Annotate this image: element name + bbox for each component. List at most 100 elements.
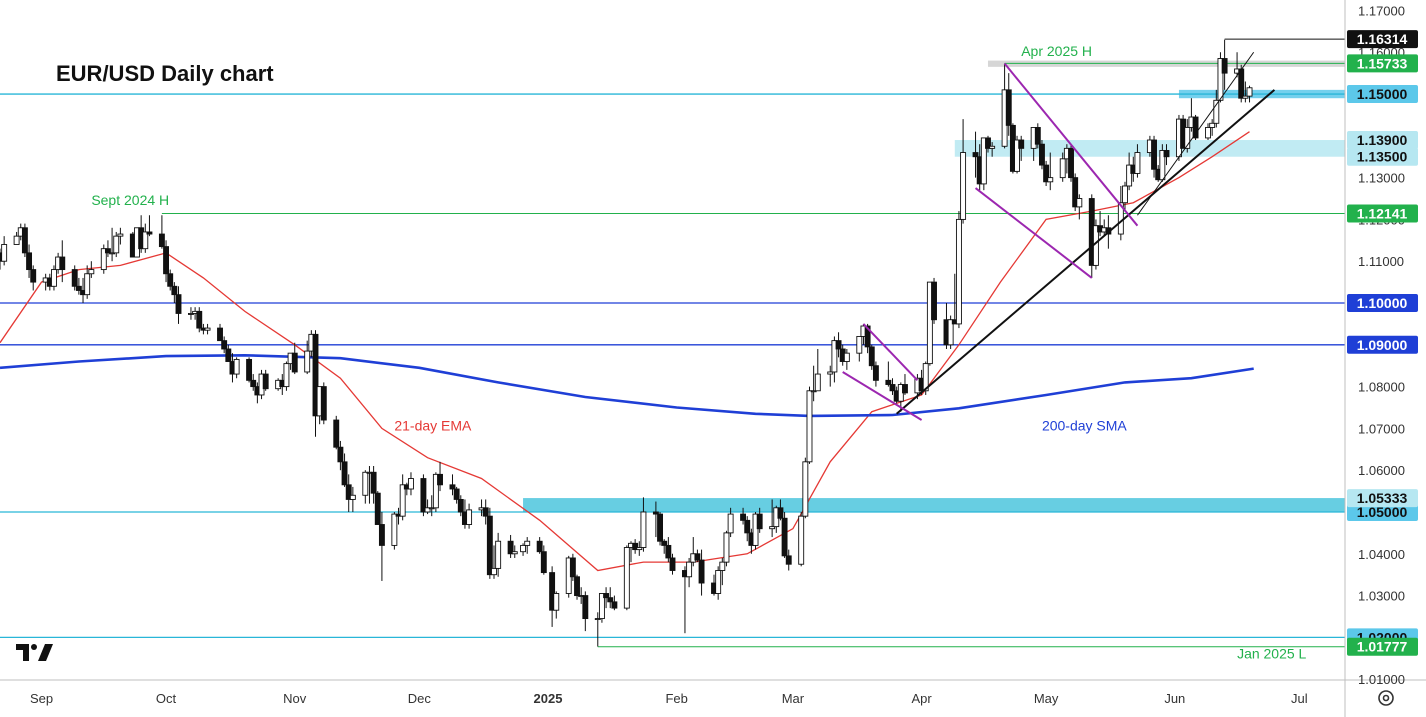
candle[interactable] xyxy=(598,593,605,623)
candle[interactable] xyxy=(669,553,676,575)
candle[interactable] xyxy=(283,361,290,391)
candle[interactable] xyxy=(88,261,95,278)
candle[interactable] xyxy=(142,223,149,253)
candle[interactable] xyxy=(868,344,875,370)
candle[interactable] xyxy=(466,503,473,529)
candle[interactable] xyxy=(885,361,892,387)
candle[interactable] xyxy=(507,534,514,558)
candle[interactable] xyxy=(437,461,443,492)
candle[interactable] xyxy=(1014,135,1021,174)
candle[interactable] xyxy=(312,330,319,437)
candle[interactable] xyxy=(1068,144,1074,182)
candle[interactable] xyxy=(250,374,257,391)
candle[interactable] xyxy=(75,277,82,295)
candle[interactable] xyxy=(482,499,489,525)
candle[interactable] xyxy=(831,336,838,383)
candle[interactable] xyxy=(1043,160,1050,186)
candle[interactable] xyxy=(378,511,385,581)
candle[interactable] xyxy=(785,549,792,571)
candle[interactable] xyxy=(51,265,57,291)
candle[interactable] xyxy=(902,374,908,395)
candle[interactable] xyxy=(814,348,821,392)
candle[interactable] xyxy=(740,507,747,525)
candle[interactable] xyxy=(84,265,91,299)
candle[interactable] xyxy=(1072,173,1079,212)
candle[interactable] xyxy=(491,545,497,579)
candle[interactable] xyxy=(549,566,556,627)
candle[interactable] xyxy=(113,231,120,258)
candle[interactable] xyxy=(1151,135,1157,178)
candle[interactable] xyxy=(408,472,414,496)
candle[interactable] xyxy=(453,486,460,504)
candle[interactable] xyxy=(947,315,954,349)
candle[interactable] xyxy=(694,549,701,563)
settings-gear-icon[interactable] xyxy=(1378,690,1394,706)
candle[interactable] xyxy=(158,215,165,249)
candle[interactable] xyxy=(698,549,705,596)
candle[interactable] xyxy=(196,307,203,333)
candle[interactable] xyxy=(59,240,66,283)
candle[interactable] xyxy=(931,277,937,324)
candle[interactable] xyxy=(320,382,327,425)
candle[interactable] xyxy=(652,501,659,538)
candle[interactable] xyxy=(71,265,78,291)
candle[interactable] xyxy=(495,532,502,577)
candle[interactable] xyxy=(26,244,33,278)
candle[interactable] xyxy=(827,365,834,387)
candle[interactable] xyxy=(798,511,805,567)
candle[interactable] xyxy=(926,281,933,366)
candle[interactable] xyxy=(333,415,340,450)
candle[interactable] xyxy=(21,223,28,258)
candle[interactable] xyxy=(781,511,788,558)
candle[interactable] xyxy=(428,495,435,517)
candle[interactable] xyxy=(980,137,987,191)
candle[interactable] xyxy=(349,486,356,512)
candle[interactable] xyxy=(1047,152,1054,191)
candle[interactable] xyxy=(1034,123,1041,149)
candle[interactable] xyxy=(171,282,178,304)
candle[interactable] xyxy=(632,539,639,554)
candle[interactable] xyxy=(636,541,643,556)
candle[interactable] xyxy=(1,236,8,266)
candle[interactable] xyxy=(1246,85,1253,103)
candle[interactable] xyxy=(769,499,776,538)
candle[interactable] xyxy=(553,591,560,619)
candle[interactable] xyxy=(569,553,576,581)
candle[interactable] xyxy=(611,595,618,611)
candle[interactable] xyxy=(1059,152,1066,182)
candle[interactable] xyxy=(889,378,896,395)
candle[interactable] xyxy=(374,491,381,525)
candle[interactable] xyxy=(582,591,589,632)
candle[interactable] xyxy=(217,323,223,342)
candle[interactable] xyxy=(520,543,527,556)
candle[interactable] xyxy=(341,453,348,487)
candle[interactable] xyxy=(1221,39,1228,90)
candle[interactable] xyxy=(511,545,518,558)
candle[interactable] xyxy=(1242,81,1249,103)
candle[interactable] xyxy=(1076,194,1083,220)
candle[interactable] xyxy=(1039,140,1045,170)
tradingview-logo[interactable] xyxy=(16,644,53,661)
candle[interactable] xyxy=(1163,144,1170,166)
candle[interactable] xyxy=(719,557,726,586)
candle[interactable] xyxy=(1134,144,1141,178)
candle[interactable] xyxy=(1018,135,1025,161)
candle[interactable] xyxy=(856,335,863,362)
candle[interactable] xyxy=(175,286,182,324)
candle[interactable] xyxy=(723,530,730,567)
candle[interactable] xyxy=(661,539,668,554)
candle[interactable] xyxy=(345,474,352,512)
candle[interactable] xyxy=(486,507,493,579)
candle[interactable] xyxy=(715,566,722,600)
candle[interactable] xyxy=(117,227,124,245)
candle[interactable] xyxy=(1217,52,1224,103)
candle[interactable] xyxy=(221,336,228,354)
candle[interactable] xyxy=(262,369,269,391)
candle[interactable] xyxy=(100,244,107,274)
candle[interactable] xyxy=(810,365,817,402)
candle[interactable] xyxy=(109,227,116,262)
candle[interactable] xyxy=(989,142,996,157)
candle[interactable] xyxy=(246,357,253,383)
candle[interactable] xyxy=(623,545,630,611)
candle[interactable] xyxy=(536,537,543,554)
